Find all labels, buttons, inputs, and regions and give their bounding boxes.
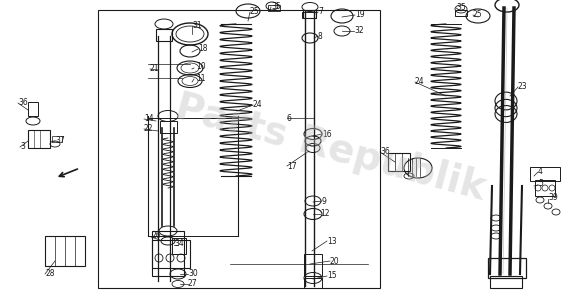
Text: 9: 9 [322, 197, 327, 205]
Text: 22: 22 [144, 123, 154, 133]
Text: 8: 8 [318, 31, 323, 41]
Bar [28, 130, 50, 148]
Text: 10: 10 [196, 62, 206, 70]
Text: 26: 26 [151, 231, 161, 240]
Bar [152, 231, 184, 276]
Text: Parts Republik: Parts Republik [171, 88, 490, 208]
Text: 36: 36 [18, 97, 28, 107]
Bar [304, 254, 322, 276]
Text: 6: 6 [287, 113, 292, 123]
Text: 37: 37 [55, 136, 65, 144]
Text: 19: 19 [355, 9, 365, 19]
Bar [490, 276, 522, 288]
Bar [152, 240, 190, 268]
Bar [28, 102, 38, 116]
Text: 5: 5 [538, 179, 543, 189]
Bar [303, 10, 316, 18]
Text: 20: 20 [330, 257, 340, 266]
Bar [304, 278, 322, 288]
Bar [302, 12, 316, 18]
Bar [45, 236, 85, 266]
Bar [388, 153, 410, 171]
Text: 12: 12 [320, 210, 329, 218]
Bar [530, 167, 560, 181]
Bar [52, 136, 62, 142]
Text: 27: 27 [188, 279, 198, 289]
Text: 24: 24 [415, 76, 425, 86]
Text: 15: 15 [327, 271, 336, 281]
Text: 21: 21 [150, 64, 160, 73]
Text: 35: 35 [456, 2, 466, 12]
Bar [455, 10, 467, 16]
Text: 34: 34 [174, 239, 184, 249]
Text: 24: 24 [253, 99, 262, 109]
Text: 13: 13 [327, 237, 336, 245]
Text: 35: 35 [271, 1, 281, 10]
Text: 25: 25 [250, 7, 260, 15]
Text: 3: 3 [20, 141, 25, 150]
Text: 31: 31 [192, 20, 202, 30]
Text: 36: 36 [380, 147, 390, 155]
Bar [172, 238, 186, 254]
Text: 30: 30 [188, 268, 198, 278]
Text: 32: 32 [354, 25, 364, 35]
Text: 16: 16 [322, 130, 332, 139]
Bar [268, 5, 280, 11]
Text: 39: 39 [548, 194, 558, 202]
Bar [160, 121, 177, 133]
Text: 17: 17 [287, 162, 297, 170]
Text: 4: 4 [538, 166, 543, 176]
Text: 18: 18 [198, 44, 208, 52]
Text: 11: 11 [196, 73, 206, 83]
Bar [156, 29, 172, 41]
Text: 23: 23 [518, 81, 528, 91]
Bar [98, 10, 380, 288]
Text: 7: 7 [318, 7, 323, 15]
Text: 28: 28 [45, 269, 54, 279]
Bar [535, 180, 555, 196]
Bar [148, 118, 238, 236]
Text: 14: 14 [144, 113, 154, 123]
Bar [488, 258, 526, 278]
Text: 25: 25 [473, 9, 483, 19]
